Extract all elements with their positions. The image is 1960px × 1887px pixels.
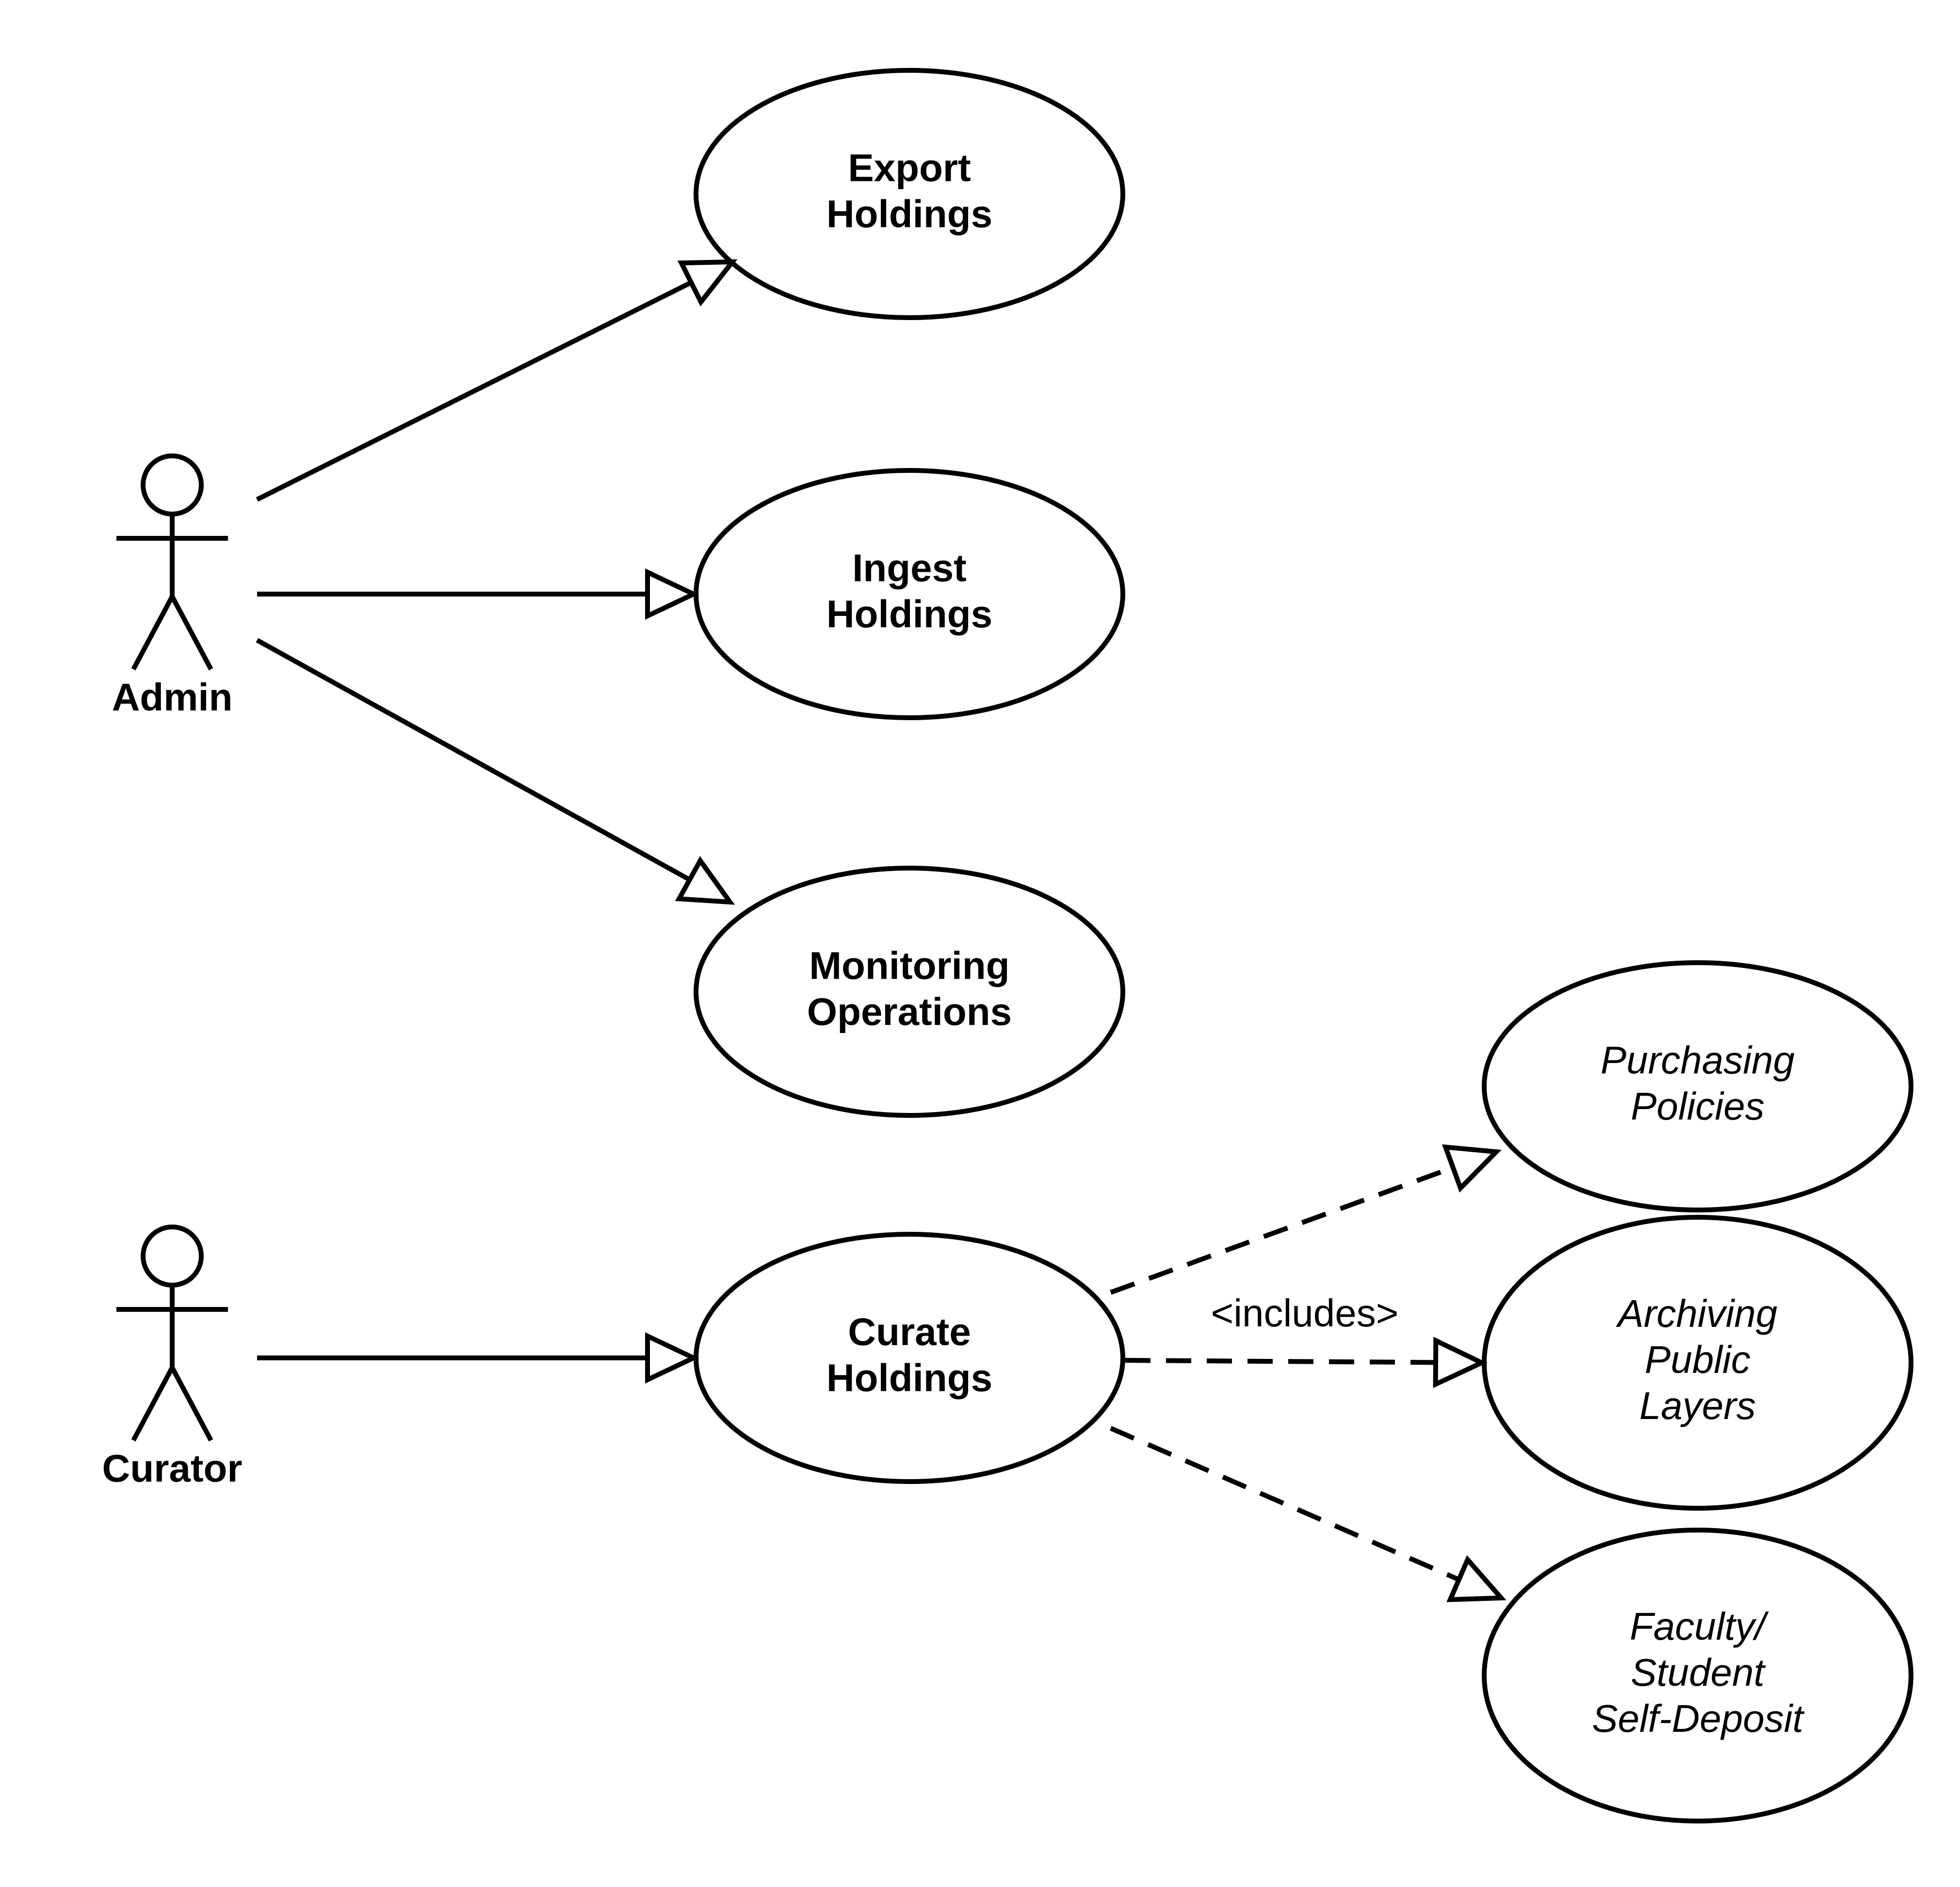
usecase-label: PurchasingPolicies — [1601, 1039, 1795, 1128]
usecase-label: CurateHoldings — [826, 1310, 992, 1400]
usecase-purchasing: PurchasingPolicies — [1484, 963, 1911, 1210]
usecase-label: ArchivingPublicLayers — [1616, 1292, 1777, 1427]
edge-label: <includes> — [1211, 1291, 1399, 1335]
actor-label: Curator — [102, 1447, 243, 1490]
actor-curator: Curator — [102, 1227, 243, 1490]
usecase-curate: CurateHoldings — [696, 1234, 1123, 1482]
actor-label: Admin — [112, 676, 233, 719]
usecase-label: MonitoringOperations — [807, 944, 1012, 1033]
usecase-export: ExportHoldings — [696, 70, 1123, 318]
usecase-label: ExportHoldings — [826, 146, 992, 236]
usecase-label: IngestHoldings — [826, 547, 992, 636]
edge — [1111, 1168, 1453, 1292]
usecase-archiving: ArchivingPublicLayers — [1484, 1217, 1911, 1508]
usecase-monitoring: MonitoringOperations — [696, 868, 1123, 1115]
edge — [1111, 1428, 1459, 1580]
usecase-ingest: IngestHoldings — [696, 470, 1123, 718]
edge — [257, 640, 690, 880]
usecase-label: Faculty/StudentSelf-Deposit — [1592, 1605, 1805, 1740]
actor-admin: Admin — [112, 456, 233, 719]
edge — [257, 282, 691, 500]
usecase-selfdep: Faculty/StudentSelf-Deposit — [1484, 1530, 1911, 1821]
edge — [1125, 1360, 1436, 1362]
